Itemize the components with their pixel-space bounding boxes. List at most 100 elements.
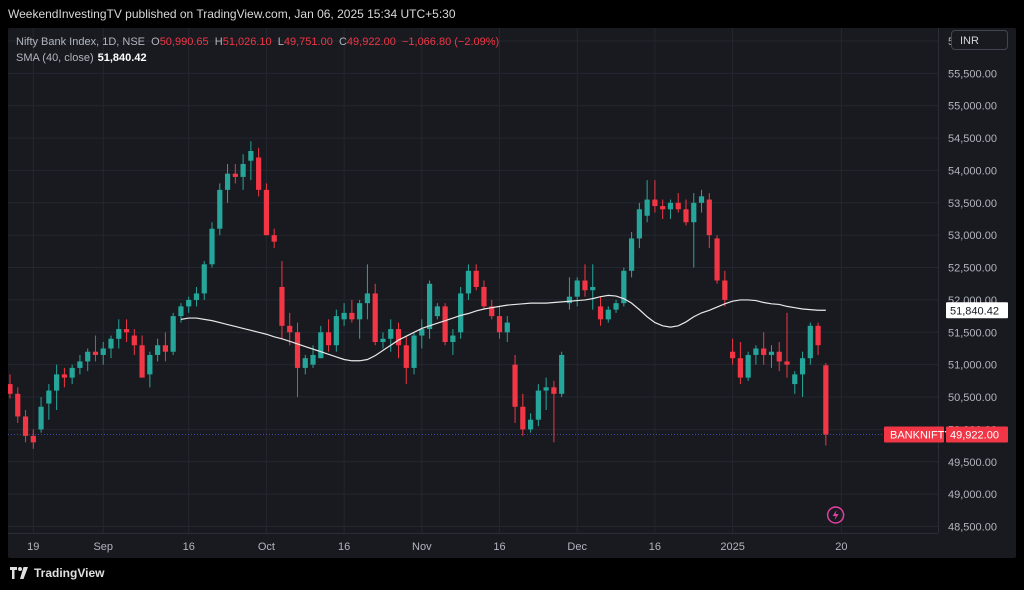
candle-body-up: [108, 338, 114, 349]
y-tick-label: 49,000.00: [948, 489, 997, 501]
candle-body-down: [520, 406, 526, 430]
candle-body-down: [784, 361, 790, 365]
sma-price-tag: 51,840.42: [950, 305, 999, 317]
candle-body-up: [753, 348, 759, 355]
y-tick-label: 55,000.00: [948, 101, 997, 113]
candle-body-down: [496, 316, 503, 333]
legend-change: −1,066.80 (−2.09%): [401, 36, 500, 48]
y-tick-label: 51,500.00: [948, 327, 997, 339]
candle-body-up: [193, 293, 200, 300]
candle-body-down: [395, 329, 402, 346]
sma-line: [180, 294, 826, 362]
candle-body-down: [372, 293, 378, 343]
candle-body-up: [792, 374, 798, 385]
y-tick-label: 48,500.00: [948, 522, 997, 534]
legend-close-label: C: [338, 36, 347, 48]
currency-button[interactable]: INR: [951, 30, 1008, 50]
chart-frame: [8, 28, 1016, 558]
candle-body-down: [714, 238, 720, 281]
x-tick-label: Sep: [93, 541, 113, 553]
candle-body-up: [411, 335, 417, 368]
candle-body-down: [737, 358, 743, 378]
candle-body-down: [512, 364, 518, 407]
candle-body-down: [489, 306, 495, 317]
candle-body-down: [683, 209, 689, 223]
symbol-tag: BANKNIFTY: [890, 429, 952, 441]
y-tick-label: 50,500.00: [948, 392, 997, 404]
candle-body-down: [232, 173, 238, 177]
lightning-icon-bolt: [832, 510, 839, 520]
candle-body-up: [465, 270, 472, 294]
y-tick-label: 53,500.00: [948, 198, 997, 210]
candle-body-up: [527, 419, 534, 430]
candle-body-down: [139, 345, 145, 378]
candle-body-up: [341, 312, 347, 320]
candle-body-down: [92, 351, 99, 355]
candle-body-up: [178, 306, 184, 317]
candle-body-up: [318, 332, 324, 359]
last-price-tag-box: [946, 426, 1008, 443]
candle-body-up: [77, 361, 83, 368]
candle-body-up: [691, 202, 697, 223]
candle-body-up: [419, 329, 425, 336]
symbol-tag-box: [884, 426, 944, 443]
candle-body-down: [442, 306, 448, 343]
candle-body-up: [85, 351, 91, 362]
candle-body-up: [605, 309, 611, 320]
last-price-tag: 49,922.00: [950, 429, 999, 441]
y-tick-label: 52,500.00: [948, 263, 997, 275]
candle-body-down: [61, 374, 67, 378]
candle-body-up: [147, 354, 153, 375]
y-tick-label: 55,500.00: [948, 68, 997, 80]
legend-symbol: Nifty Bank Index, 1D, NSE: [16, 36, 145, 48]
candle-body-up: [46, 390, 52, 404]
candle-body-down: [403, 345, 409, 368]
candle-body-up: [667, 202, 674, 210]
candle-body-down: [582, 280, 588, 291]
x-tick-label: Oct: [258, 541, 275, 553]
candle-body-up: [574, 280, 580, 297]
y-tick-label: 53,000.00: [948, 230, 997, 242]
candle-body-down: [722, 280, 728, 300]
legend-close-value: 49,922.00: [346, 36, 396, 48]
candle-body-down: [279, 286, 285, 326]
candle-body-down: [8, 384, 13, 394]
candle-body-up: [426, 283, 433, 330]
candle-body-down: [551, 387, 557, 394]
candle-body-up: [302, 358, 308, 368]
candle-body-down: [776, 351, 782, 362]
x-tick-label: 16: [183, 541, 195, 553]
candle-body-up: [201, 264, 207, 294]
candle-body-up: [644, 199, 650, 216]
candle-body-down: [123, 329, 130, 333]
candle-body-up: [434, 306, 440, 317]
candle-body-down: [271, 235, 277, 242]
legend-open-label: O: [151, 36, 160, 48]
legend-low-label: L: [277, 36, 284, 48]
y-tick-label: 54,000.00: [948, 165, 997, 177]
y-tick-label: 49,500.00: [948, 457, 997, 469]
candle-body-up: [768, 351, 775, 355]
candle-body-down: [730, 351, 736, 359]
candle-body-down: [263, 189, 270, 236]
price-chart[interactable]: 48,500.0049,000.0049,500.0050,000.0050,5…: [8, 28, 1016, 558]
candle-body-up: [240, 163, 246, 177]
legend-low-value: 49,751.00: [283, 36, 333, 48]
candle-body-up: [69, 367, 75, 378]
candle-body-down: [256, 157, 262, 190]
x-tick-label: Dec: [567, 541, 587, 553]
candle-body-down: [652, 199, 658, 207]
x-tick-label: 20: [835, 541, 847, 553]
x-tick-label: 19: [27, 541, 39, 553]
candle-body-down: [481, 286, 487, 307]
candle-body-up: [698, 196, 705, 203]
legend-open-value: 50,990.65: [159, 36, 209, 48]
candle-body-up: [799, 358, 806, 375]
sma-price-tag-box: [946, 302, 1008, 319]
candle-body-down: [325, 332, 332, 346]
x-tick-label: 16: [493, 541, 505, 553]
publisher-line: WeekendInvestingTV published on TradingV…: [0, 0, 1024, 28]
candle-body-up: [388, 329, 394, 339]
candle-body-up: [186, 299, 192, 307]
candle-body-up: [116, 329, 122, 339]
